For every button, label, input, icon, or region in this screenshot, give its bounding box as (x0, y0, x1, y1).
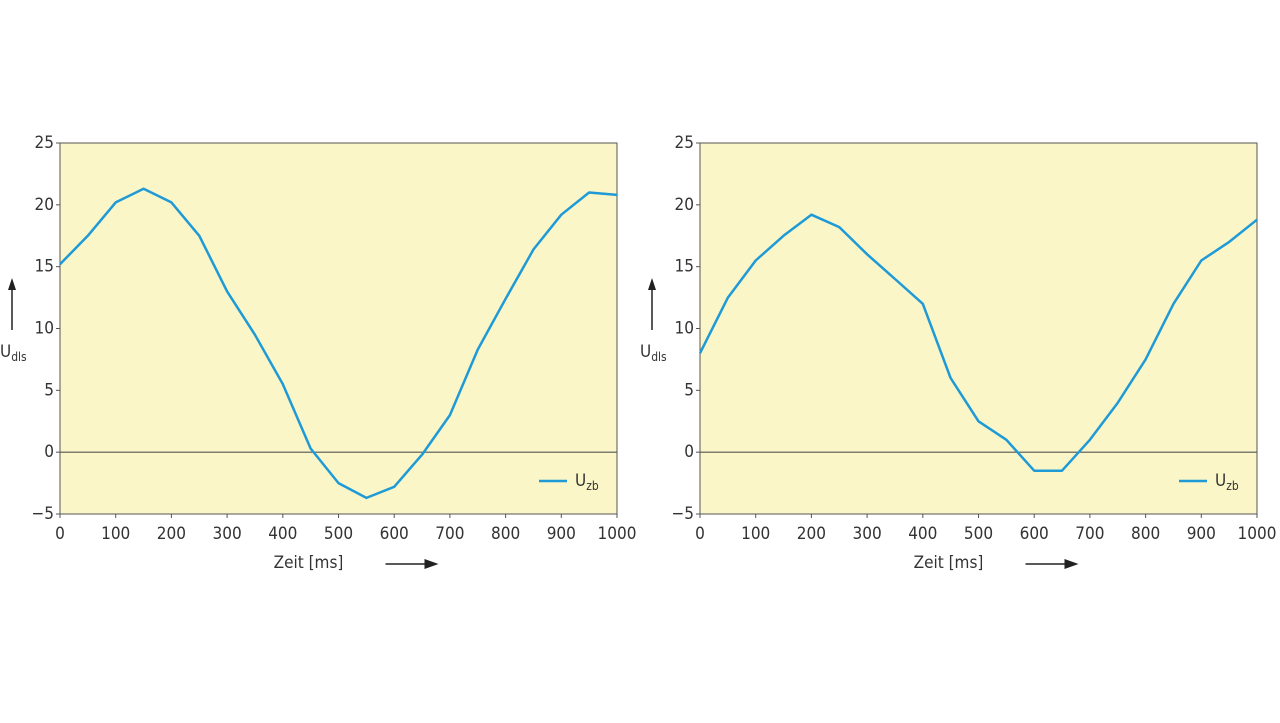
x-tick-label: 600 (380, 524, 409, 544)
legend-label-main: U (575, 471, 586, 491)
y-tick-label: 0 (684, 442, 694, 462)
x-tick-label: 900 (547, 524, 576, 544)
y-axis-label-sub: dls (11, 350, 27, 364)
y-tick-label: 20 (675, 195, 694, 215)
x-tick-label: 100 (741, 524, 770, 544)
plot-area (59, 142, 618, 515)
y-axis-label-main: U (640, 342, 651, 362)
y-arrow-head (8, 278, 16, 290)
legend-label-sub: zb (586, 479, 599, 493)
y-tick-label: 0 (44, 442, 54, 462)
x-tick-label: 200 (157, 524, 186, 544)
x-tick-label: 100 (101, 524, 130, 544)
y-tick-label: 15 (675, 257, 694, 277)
x-axis-label: Zeit [ms] (274, 553, 344, 573)
y-tick-label: 15 (35, 257, 54, 277)
x-tick-label: 300 (213, 524, 242, 544)
data-line (698, 213, 1258, 472)
x-tick-label: 500 (964, 524, 993, 544)
legend-label-sub: zb (1226, 479, 1239, 493)
plot-area (699, 142, 1258, 515)
y-tick-label: 25 (675, 133, 694, 153)
x-tick-label: 600 (1020, 524, 1049, 544)
y-tick-label: 20 (35, 195, 54, 215)
x-tick-label: 400 (268, 524, 297, 544)
x-tick-label: 300 (853, 524, 882, 544)
x-tick-label: 0 (55, 524, 65, 544)
x-tick-label: 200 (797, 524, 826, 544)
y-arrow-head (648, 278, 656, 290)
x-tick-label: 0 (695, 524, 705, 544)
x-tick-label: 800 (491, 524, 520, 544)
x-tick-label: 700 (435, 524, 464, 544)
x-tick-label: 900 (1187, 524, 1216, 544)
legend-label: Uzb (1215, 471, 1239, 493)
x-arrow-head (424, 559, 439, 569)
y-tick-label: 25 (35, 133, 54, 153)
y-tick-label: 10 (35, 319, 54, 339)
legend-label: Uzb (575, 471, 599, 493)
y-axis-label: Udls (640, 342, 667, 364)
y-tick-label: −5 (671, 504, 694, 524)
y-tick-label: 5 (684, 380, 694, 400)
x-tick-label: 500 (324, 524, 353, 544)
y-tick-label: 10 (675, 319, 694, 339)
x-tick-label: 700 (1075, 524, 1104, 544)
y-tick-label: −5 (31, 504, 54, 524)
y-axis-label-main: U (0, 342, 11, 362)
legend-label-main: U (1215, 471, 1226, 491)
y-axis-label-sub: dls (651, 350, 667, 364)
x-axis-label: Zeit [ms] (914, 553, 984, 573)
x-tick-label: 1000 (1238, 524, 1277, 544)
y-tick-label: 5 (44, 380, 54, 400)
data-line (59, 187, 618, 500)
x-arrow-head (1064, 559, 1079, 569)
x-tick-label: 1000 (598, 524, 637, 544)
x-tick-label: 400 (908, 524, 937, 544)
y-axis-label: Udls (0, 342, 27, 364)
x-tick-label: 800 (1131, 524, 1160, 544)
